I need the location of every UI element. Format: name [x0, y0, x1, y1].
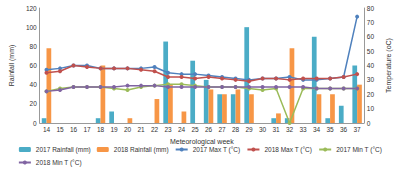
svg-text:15: 15	[56, 126, 64, 133]
svg-text:60: 60	[30, 62, 38, 69]
svg-text:25: 25	[191, 126, 199, 133]
svg-text:32: 32	[286, 126, 294, 133]
svg-text:34: 34	[313, 126, 321, 133]
svg-text:30: 30	[367, 76, 375, 83]
svg-text:14: 14	[43, 126, 51, 133]
svg-text:80: 80	[367, 5, 375, 12]
svg-text:33: 33	[299, 126, 307, 133]
svg-text:23: 23	[164, 126, 172, 133]
svg-text:0: 0	[33, 120, 37, 127]
svg-text:80: 80	[30, 43, 38, 50]
svg-text:20: 20	[367, 91, 375, 98]
svg-text:19: 19	[110, 126, 118, 133]
svg-text:2017 Max T (°C): 2017 Max T (°C)	[193, 146, 241, 154]
svg-text:22: 22	[151, 126, 159, 133]
svg-text:120: 120	[26, 5, 37, 12]
svg-text:2017 Rainfall (mm): 2017 Rainfall (mm)	[36, 146, 91, 154]
svg-text:10: 10	[367, 105, 375, 112]
svg-text:30: 30	[259, 126, 267, 133]
svg-text:20: 20	[30, 100, 38, 107]
svg-text:35: 35	[326, 126, 334, 133]
svg-text:60: 60	[367, 33, 375, 40]
svg-text:28: 28	[232, 126, 240, 133]
svg-text:Meteorological week: Meteorological week	[170, 138, 234, 146]
svg-text:40: 40	[30, 81, 38, 88]
svg-text:2018 Rainfall (mm): 2018 Rainfall (mm)	[114, 146, 169, 154]
svg-text:21: 21	[137, 126, 145, 133]
svg-text:50: 50	[367, 48, 375, 55]
svg-text:Temperature (oC): Temperature (oC)	[385, 38, 393, 93]
svg-text:26: 26	[205, 126, 213, 133]
svg-text:Rainfall (mm): Rainfall (mm)	[8, 45, 16, 87]
svg-text:36: 36	[340, 126, 348, 133]
svg-text:18: 18	[97, 126, 105, 133]
svg-text:20: 20	[124, 126, 132, 133]
svg-text:2017 Min T (°C): 2017 Min T (°C)	[336, 146, 382, 154]
svg-text:17: 17	[83, 126, 91, 133]
svg-text:2018 Max T (°C): 2018 Max T (°C)	[264, 146, 312, 154]
svg-text:16: 16	[70, 126, 78, 133]
svg-text:0: 0	[367, 120, 371, 127]
svg-text:24: 24	[178, 126, 186, 133]
svg-text:37: 37	[354, 126, 362, 133]
svg-text:27: 27	[218, 126, 226, 133]
svg-text:40: 40	[367, 62, 375, 69]
svg-text:100: 100	[26, 24, 37, 31]
svg-text:29: 29	[245, 126, 253, 133]
svg-text:70: 70	[367, 19, 375, 26]
svg-text:31: 31	[272, 126, 280, 133]
svg-text:2018 Min T (°C): 2018 Min T (°C)	[36, 159, 82, 167]
